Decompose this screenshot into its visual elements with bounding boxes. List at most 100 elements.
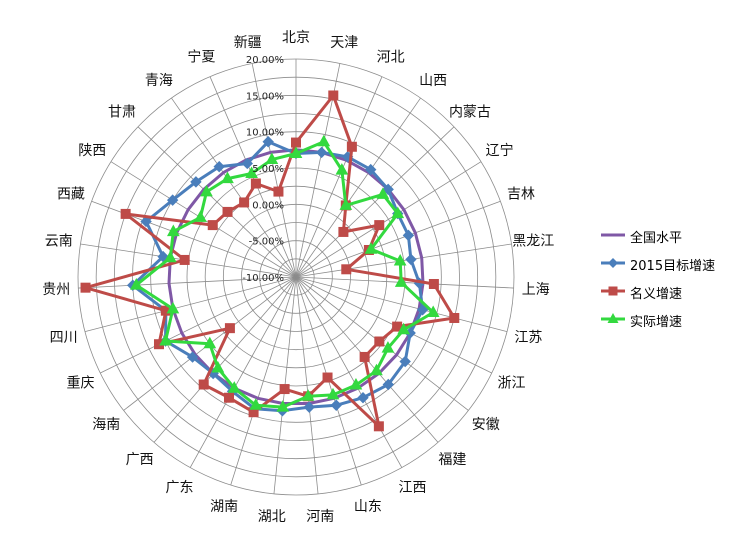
series-line bbox=[167, 148, 425, 405]
data-point bbox=[166, 224, 180, 237]
category-label: 北京 bbox=[282, 30, 310, 46]
grid-ring bbox=[150, 131, 442, 423]
data-point bbox=[394, 275, 408, 287]
data-point bbox=[359, 351, 370, 362]
series-0 bbox=[167, 148, 425, 405]
data-point bbox=[397, 322, 410, 335]
data-point bbox=[222, 206, 233, 217]
data-point bbox=[317, 134, 331, 147]
category-label: 河北 bbox=[377, 49, 405, 65]
data-point bbox=[346, 141, 357, 152]
category-label: 山东 bbox=[354, 499, 382, 515]
data-point bbox=[370, 363, 383, 376]
data-point bbox=[391, 206, 405, 219]
data-point bbox=[186, 351, 199, 363]
legend-label: 全国水平 bbox=[630, 231, 683, 246]
data-point bbox=[374, 220, 385, 231]
data-point bbox=[393, 254, 407, 266]
radial-tick-label: -5.00% bbox=[249, 237, 284, 248]
data-point bbox=[289, 146, 303, 158]
series-3 bbox=[129, 134, 440, 412]
data-point bbox=[291, 137, 301, 148]
radial-tick-label: 5.00% bbox=[252, 164, 284, 175]
data-point bbox=[330, 399, 342, 411]
radial-tick-labels: 20.00% 15.00% 10.00% 5.00% 0.00% -5.00% -10.00… bbox=[242, 55, 284, 284]
category-label: 辽宁 bbox=[486, 142, 514, 159]
legend-swatch bbox=[601, 286, 625, 296]
data-point bbox=[166, 194, 179, 206]
grid-ring bbox=[186, 167, 406, 387]
data-point bbox=[198, 379, 209, 390]
category-label: 上海 bbox=[522, 282, 550, 298]
data-point bbox=[405, 253, 417, 266]
data-point bbox=[224, 323, 235, 334]
data-point bbox=[245, 166, 258, 178]
legend-swatch bbox=[601, 233, 625, 237]
radial-tick-label: 20.00% bbox=[246, 55, 284, 66]
category-label: 宁夏 bbox=[187, 48, 215, 65]
grid-ring bbox=[77, 58, 515, 496]
data-point bbox=[241, 157, 253, 170]
legend-item: 实际增速 bbox=[600, 310, 735, 338]
data-point bbox=[402, 229, 415, 242]
data-point bbox=[322, 372, 333, 383]
category-label: 重庆 bbox=[67, 376, 95, 392]
category-label: 陕西 bbox=[78, 143, 106, 159]
category-label: 甘肃 bbox=[108, 105, 136, 121]
data-point bbox=[349, 377, 363, 390]
data-point bbox=[159, 333, 172, 346]
data-point bbox=[203, 336, 217, 349]
data-point bbox=[382, 378, 395, 391]
radial-tick-label: -10.00% bbox=[242, 273, 284, 284]
grid-ring bbox=[259, 240, 333, 314]
category-label: 广东 bbox=[166, 480, 194, 496]
category-label: 山西 bbox=[419, 73, 447, 89]
data-point bbox=[213, 160, 225, 173]
data-point bbox=[273, 186, 284, 197]
legend-swatch bbox=[601, 258, 625, 268]
category-label: 新疆 bbox=[234, 35, 262, 51]
category-label: 湖南 bbox=[210, 499, 238, 515]
data-point bbox=[190, 176, 202, 188]
category-label: 吉林 bbox=[507, 187, 535, 203]
data-point bbox=[120, 208, 131, 219]
data-point bbox=[80, 282, 91, 293]
data-point bbox=[303, 401, 315, 413]
data-point bbox=[426, 305, 440, 318]
legend-label: 实际增速 bbox=[630, 315, 683, 330]
data-point bbox=[338, 226, 349, 237]
data-point bbox=[328, 90, 339, 101]
legend-swatch bbox=[601, 313, 625, 323]
grid-ring bbox=[222, 203, 370, 351]
category-label: 福建 bbox=[438, 452, 466, 468]
data-point bbox=[381, 341, 395, 353]
category-label: 四川 bbox=[50, 330, 78, 346]
category-label: 黑龙江 bbox=[512, 234, 554, 250]
data-point bbox=[265, 152, 279, 165]
data-point bbox=[364, 242, 378, 254]
data-point bbox=[200, 184, 213, 197]
category-label: 西藏 bbox=[57, 187, 85, 203]
data-point bbox=[301, 389, 315, 401]
legend-label: 2015目标增速 bbox=[630, 259, 716, 274]
category-label: 湖北 bbox=[258, 509, 286, 525]
category-label: 江西 bbox=[398, 480, 426, 496]
data-point bbox=[428, 278, 439, 289]
legend-item: 全国水平 bbox=[600, 226, 735, 254]
data-point bbox=[129, 278, 143, 290]
data-point bbox=[249, 398, 263, 410]
category-label: 江苏 bbox=[514, 330, 542, 346]
data-point bbox=[416, 304, 429, 316]
data-point bbox=[341, 264, 352, 275]
data-point bbox=[211, 360, 225, 373]
grid-ring bbox=[277, 258, 315, 296]
category-label: 青海 bbox=[145, 73, 173, 89]
grid-ring bbox=[241, 222, 351, 332]
data-point bbox=[373, 421, 384, 432]
legend-label: 名义增速 bbox=[630, 287, 683, 302]
data-point bbox=[449, 312, 460, 323]
data-point bbox=[399, 355, 411, 368]
series-layer bbox=[80, 90, 460, 432]
data-point bbox=[194, 210, 207, 222]
